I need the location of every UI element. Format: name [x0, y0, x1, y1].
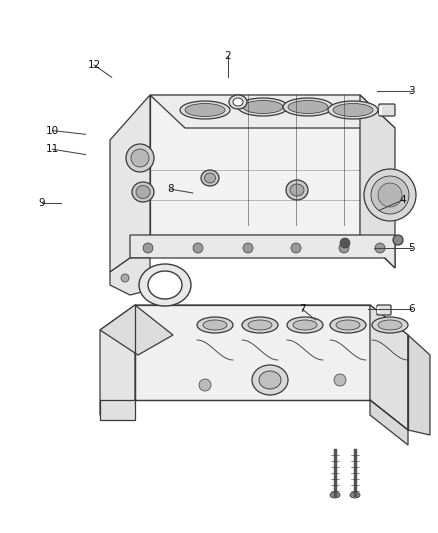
Ellipse shape	[242, 317, 278, 333]
Circle shape	[243, 243, 253, 253]
Ellipse shape	[185, 103, 225, 117]
Ellipse shape	[290, 184, 304, 196]
Polygon shape	[135, 305, 370, 400]
Ellipse shape	[252, 365, 288, 395]
Ellipse shape	[243, 101, 283, 114]
Ellipse shape	[203, 320, 227, 330]
Circle shape	[199, 379, 211, 391]
Polygon shape	[370, 305, 408, 430]
Text: 12: 12	[88, 60, 101, 70]
Text: 8: 8	[167, 184, 174, 194]
Text: 5: 5	[408, 243, 415, 253]
Text: 4: 4	[399, 195, 406, 205]
Ellipse shape	[205, 173, 215, 183]
Circle shape	[141, 276, 149, 284]
Ellipse shape	[132, 182, 154, 202]
Text: 7: 7	[299, 304, 306, 314]
Polygon shape	[408, 335, 430, 435]
Text: 10: 10	[46, 126, 59, 135]
Ellipse shape	[229, 95, 247, 109]
Circle shape	[193, 243, 203, 253]
Ellipse shape	[259, 371, 281, 389]
Ellipse shape	[131, 149, 149, 167]
Ellipse shape	[286, 180, 308, 200]
Polygon shape	[100, 400, 135, 420]
Ellipse shape	[350, 492, 360, 498]
Ellipse shape	[148, 271, 182, 299]
Ellipse shape	[136, 185, 150, 198]
Ellipse shape	[197, 317, 233, 333]
Text: 11: 11	[46, 144, 59, 154]
Polygon shape	[110, 258, 150, 295]
Ellipse shape	[371, 176, 409, 214]
Ellipse shape	[333, 103, 373, 117]
Circle shape	[375, 243, 385, 253]
Ellipse shape	[378, 183, 402, 207]
Polygon shape	[370, 400, 408, 445]
Polygon shape	[360, 95, 395, 268]
Polygon shape	[135, 305, 408, 335]
Text: 3: 3	[408, 86, 415, 95]
Ellipse shape	[283, 98, 333, 116]
Ellipse shape	[248, 320, 272, 330]
Polygon shape	[100, 305, 135, 415]
Polygon shape	[100, 305, 173, 355]
Circle shape	[340, 238, 350, 248]
Ellipse shape	[378, 320, 402, 330]
FancyBboxPatch shape	[377, 305, 391, 315]
Polygon shape	[130, 235, 395, 268]
Text: 2: 2	[224, 51, 231, 61]
Polygon shape	[110, 95, 150, 272]
Ellipse shape	[201, 170, 219, 186]
Ellipse shape	[393, 235, 403, 245]
Ellipse shape	[328, 101, 378, 119]
Ellipse shape	[293, 320, 317, 330]
Circle shape	[121, 274, 129, 282]
Ellipse shape	[330, 317, 366, 333]
Ellipse shape	[336, 320, 360, 330]
Polygon shape	[150, 95, 360, 235]
Ellipse shape	[238, 98, 288, 116]
Text: 9: 9	[38, 198, 45, 207]
Ellipse shape	[288, 101, 328, 114]
Ellipse shape	[364, 169, 416, 221]
Circle shape	[291, 243, 301, 253]
FancyBboxPatch shape	[379, 104, 395, 116]
Ellipse shape	[233, 98, 243, 106]
Polygon shape	[150, 95, 395, 128]
Ellipse shape	[287, 317, 323, 333]
Ellipse shape	[180, 101, 230, 119]
Ellipse shape	[330, 492, 340, 498]
Circle shape	[334, 374, 346, 386]
Circle shape	[143, 243, 153, 253]
Circle shape	[339, 243, 349, 253]
Ellipse shape	[372, 317, 408, 333]
Ellipse shape	[139, 264, 191, 306]
Text: 6: 6	[408, 304, 415, 314]
Ellipse shape	[126, 144, 154, 172]
